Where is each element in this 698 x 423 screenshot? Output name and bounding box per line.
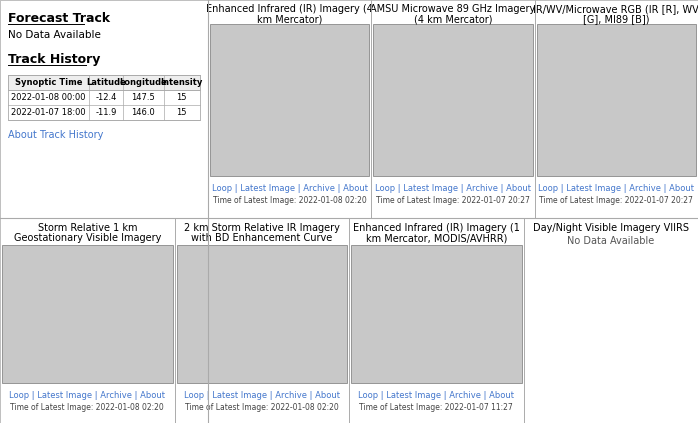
Text: About Track History: About Track History	[8, 130, 103, 140]
Bar	[174, 218, 349, 423]
Text: -12.4: -12.4	[95, 93, 117, 102]
Text: Day/Night Visible Imagery VIIRS: Day/Night Visible Imagery VIIRS	[533, 223, 689, 233]
Bar	[537, 24, 696, 176]
Bar	[0, 0, 208, 218]
Text: No Data Available: No Data Available	[567, 236, 655, 246]
Text: Storm Relative 1 km: Storm Relative 1 km	[38, 223, 137, 233]
Text: Intensity: Intensity	[161, 78, 203, 87]
Text: 15: 15	[177, 108, 187, 117]
Text: Loop | Latest Image | Archive | About: Loop | Latest Image | Archive | About	[184, 391, 340, 400]
Bar	[349, 218, 524, 423]
Text: 2022-01-08 00:00: 2022-01-08 00:00	[11, 93, 86, 102]
Text: (4 km Mercator): (4 km Mercator)	[414, 14, 492, 24]
Text: 15: 15	[177, 93, 187, 102]
Text: Time of Latest Image: 2022-01-07 11:27: Time of Latest Image: 2022-01-07 11:27	[359, 403, 513, 412]
Text: Loop | Latest Image | Archive | About: Loop | Latest Image | Archive | About	[538, 184, 695, 193]
Text: 146.0: 146.0	[131, 108, 155, 117]
Text: Geostationary Visible Imagery: Geostationary Visible Imagery	[13, 233, 161, 243]
Text: Time of Latest Image: 2022-01-08 02:20: Time of Latest Image: 2022-01-08 02:20	[10, 403, 164, 412]
Text: Latitude: Latitude	[86, 78, 126, 87]
Text: -11.9: -11.9	[95, 108, 117, 117]
Bar	[177, 245, 347, 383]
Text: Loop | Latest Image | Archive | About: Loop | Latest Image | Archive | About	[375, 184, 531, 193]
Text: with BD Enhancement Curve: with BD Enhancement Curve	[191, 233, 332, 243]
Text: Longitude: Longitude	[119, 78, 168, 87]
Bar	[208, 0, 371, 218]
Bar	[371, 0, 535, 218]
Text: Loop | Latest Image | Archive | About: Loop | Latest Image | Archive | About	[9, 391, 165, 400]
Text: Time of Latest Image: 2022-01-08 02:20: Time of Latest Image: 2022-01-08 02:20	[213, 196, 366, 205]
Text: Forecast Track: Forecast Track	[8, 12, 110, 25]
Text: km Mercator): km Mercator)	[257, 14, 322, 24]
Text: Enhanced Infrared (IR) Imagery (1: Enhanced Infrared (IR) Imagery (1	[352, 223, 520, 233]
Text: AMSU Microwave 89 GHz Imagery: AMSU Microwave 89 GHz Imagery	[371, 4, 535, 14]
Text: IR/WV/Microwave RGB (IR [R], WV: IR/WV/Microwave RGB (IR [R], WV	[533, 4, 698, 14]
Bar	[2, 245, 172, 383]
Text: km Mercator, MODIS/AVHRR): km Mercator, MODIS/AVHRR)	[366, 233, 507, 243]
Text: Track History: Track History	[8, 53, 101, 66]
Bar	[8, 75, 200, 120]
Text: No Data Available: No Data Available	[8, 30, 101, 40]
Text: Time of Latest Image: 2022-01-08 02:20: Time of Latest Image: 2022-01-08 02:20	[185, 403, 339, 412]
Bar	[535, 0, 698, 218]
Text: 2022-01-07 18:00: 2022-01-07 18:00	[11, 108, 86, 117]
Bar	[8, 75, 200, 90]
Text: Time of Latest Image: 2022-01-07 20:27: Time of Latest Image: 2022-01-07 20:27	[540, 196, 693, 205]
Bar	[373, 24, 533, 176]
Text: 147.5: 147.5	[131, 93, 155, 102]
Bar	[351, 245, 521, 383]
Text: Time of Latest Image: 2022-01-07 20:27: Time of Latest Image: 2022-01-07 20:27	[376, 196, 530, 205]
Bar	[524, 218, 698, 423]
Text: Loop | Latest Image | Archive | About: Loop | Latest Image | Archive | About	[211, 184, 368, 193]
Bar	[0, 218, 174, 423]
Bar	[210, 24, 369, 176]
Text: [G], MI89 [B]): [G], MI89 [B])	[583, 14, 650, 24]
Text: Loop | Latest Image | Archive | About: Loop | Latest Image | Archive | About	[358, 391, 514, 400]
Text: 2 km Storm Relative IR Imagery: 2 km Storm Relative IR Imagery	[184, 223, 340, 233]
Text: Synoptic Time: Synoptic Time	[15, 78, 82, 87]
Text: Enhanced Infrared (IR) Imagery (4: Enhanced Infrared (IR) Imagery (4	[206, 4, 373, 14]
